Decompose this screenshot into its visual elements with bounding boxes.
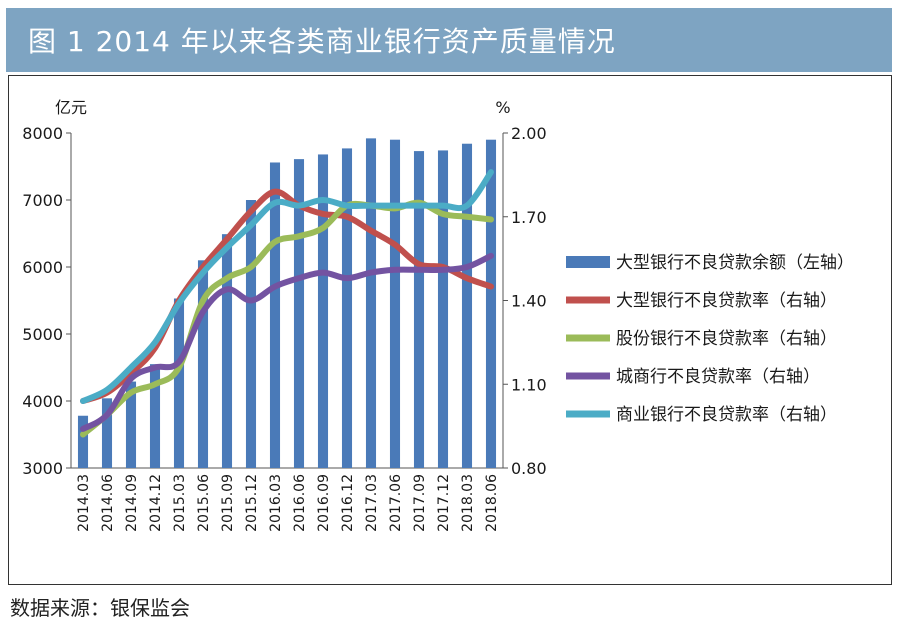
left-tick-label: 7000 — [22, 191, 63, 210]
legend-label: 股份银行不良贷款率（右轴） — [616, 329, 837, 349]
bar — [413, 151, 425, 468]
bar — [245, 200, 257, 468]
x-tick-label: 2015.12 — [244, 474, 260, 532]
right-tick-label: 1.70 — [511, 208, 547, 227]
bar — [149, 364, 161, 468]
x-tick-label: 2017.09 — [412, 474, 428, 532]
x-tick-label: 2017.03 — [364, 474, 380, 532]
left-tick-label: 8000 — [22, 124, 63, 143]
bar — [341, 148, 353, 468]
left-tick-label: 3000 — [22, 459, 63, 478]
bar — [461, 143, 473, 468]
x-tick-label: 2016.12 — [340, 474, 356, 532]
right-tick-label: 1.10 — [511, 375, 547, 394]
bar — [293, 159, 305, 468]
bar — [101, 398, 113, 468]
x-tick-label: 2018.03 — [460, 474, 476, 532]
left-tick-label: 4000 — [22, 392, 63, 411]
bar — [221, 234, 233, 468]
bar — [125, 381, 137, 468]
left-tick-label: 6000 — [22, 258, 63, 277]
legend-label: 商业银行不良贷款率（右轴） — [616, 405, 837, 425]
series-line-1 — [80, 188, 494, 404]
bar — [437, 150, 449, 469]
bar — [77, 415, 89, 468]
x-tick-label: 2016.06 — [292, 474, 308, 532]
bar — [197, 260, 209, 468]
left-tick-label: 5000 — [22, 325, 63, 344]
right-tick-label: 0.80 — [511, 459, 547, 478]
bar — [317, 154, 329, 468]
x-tick-label: 2017.06 — [388, 474, 404, 532]
bar — [365, 138, 377, 469]
chart: 亿元 % 3000 4000 5000 6000 7000 8000 0.80 1.10 1.40 1… — [22, 98, 854, 532]
x-tick-label: 2015.03 — [172, 474, 188, 532]
x-tick-label: 2014.12 — [148, 474, 164, 532]
x-tick-label: 2014.03 — [76, 474, 92, 532]
bar — [389, 139, 401, 468]
right-axis-unit: % — [495, 98, 510, 117]
series-line-2 — [80, 199, 494, 438]
chart-title: 图 1 2014 年以来各类商业银行资产质量情况 — [28, 25, 616, 58]
x-tick-label: 2014.09 — [124, 474, 140, 532]
legend-label: 大型银行不良贷款余额（左轴） — [616, 253, 854, 273]
x-tick-label: 2015.09 — [220, 474, 236, 532]
chart-frame: 亿元% 3000 4000 5000 6000 7000 8000 0.80 1.10 1.40 1… — [8, 75, 892, 585]
x-tick-label: 2014.06 — [100, 474, 116, 532]
bar — [173, 298, 185, 468]
left-axis-unit: 亿元 — [55, 98, 87, 117]
legend-label: 大型银行不良贷款率（右轴） — [616, 291, 837, 311]
x-tick-label: 2015.06 — [196, 474, 212, 532]
series-line-3 — [80, 252, 494, 432]
legend-label: 城商行不良贷款率（右轴） — [616, 367, 820, 387]
legend-swatch-bar — [566, 256, 610, 268]
x-tick-label: 2016.09 — [316, 474, 332, 532]
x-tick-label: 2017.12 — [436, 474, 452, 532]
right-tick-label: 2.00 — [511, 124, 547, 143]
bar — [269, 162, 281, 468]
title-banner: 图 1 2014 年以来各类商业银行资产质量情况 — [6, 8, 892, 72]
x-tick-label: 2016.03 — [268, 474, 284, 532]
right-tick-label: 1.40 — [511, 292, 547, 311]
series-line-4 — [80, 169, 494, 404]
bar — [485, 139, 497, 468]
data-source-note: 数据来源：银保监会 — [10, 596, 190, 620]
x-tick-label: 2018.06 — [484, 474, 500, 532]
